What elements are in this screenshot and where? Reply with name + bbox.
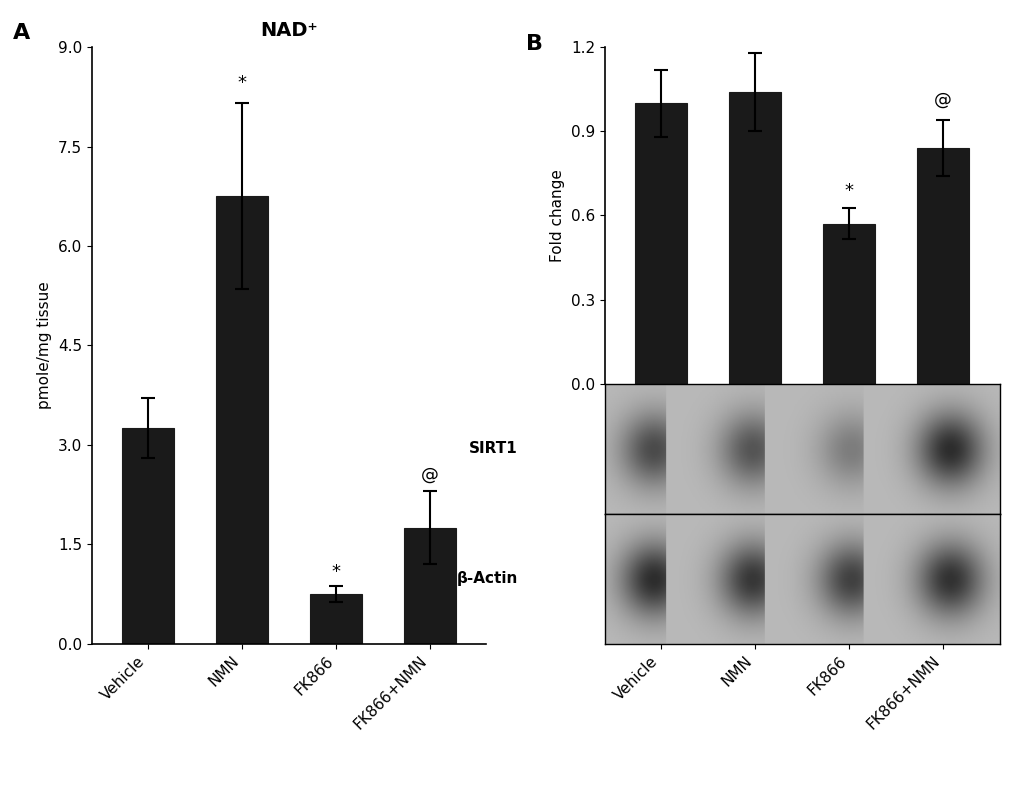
Bar [216,196,268,644]
Title: NAD⁺: NAD⁺ [260,21,318,40]
Text: A: A [13,24,31,43]
Text: SIRT1: SIRT1 [469,441,518,456]
Y-axis label: Fold change: Fold change [550,169,565,262]
Bar [729,92,781,384]
Bar [404,528,455,644]
Bar [635,103,687,384]
Text: *: * [844,182,853,200]
Text: @: @ [933,91,951,109]
Text: *: * [237,74,247,92]
Bar [916,148,968,384]
Bar [122,429,174,644]
Text: β-Actin: β-Actin [457,571,518,586]
Text: *: * [331,563,340,581]
Bar [310,594,362,644]
Text: B: B [526,34,542,53]
Bar [822,224,874,384]
Text: @: @ [421,466,438,484]
Y-axis label: pmole/mg tissue: pmole/mg tissue [38,282,52,409]
